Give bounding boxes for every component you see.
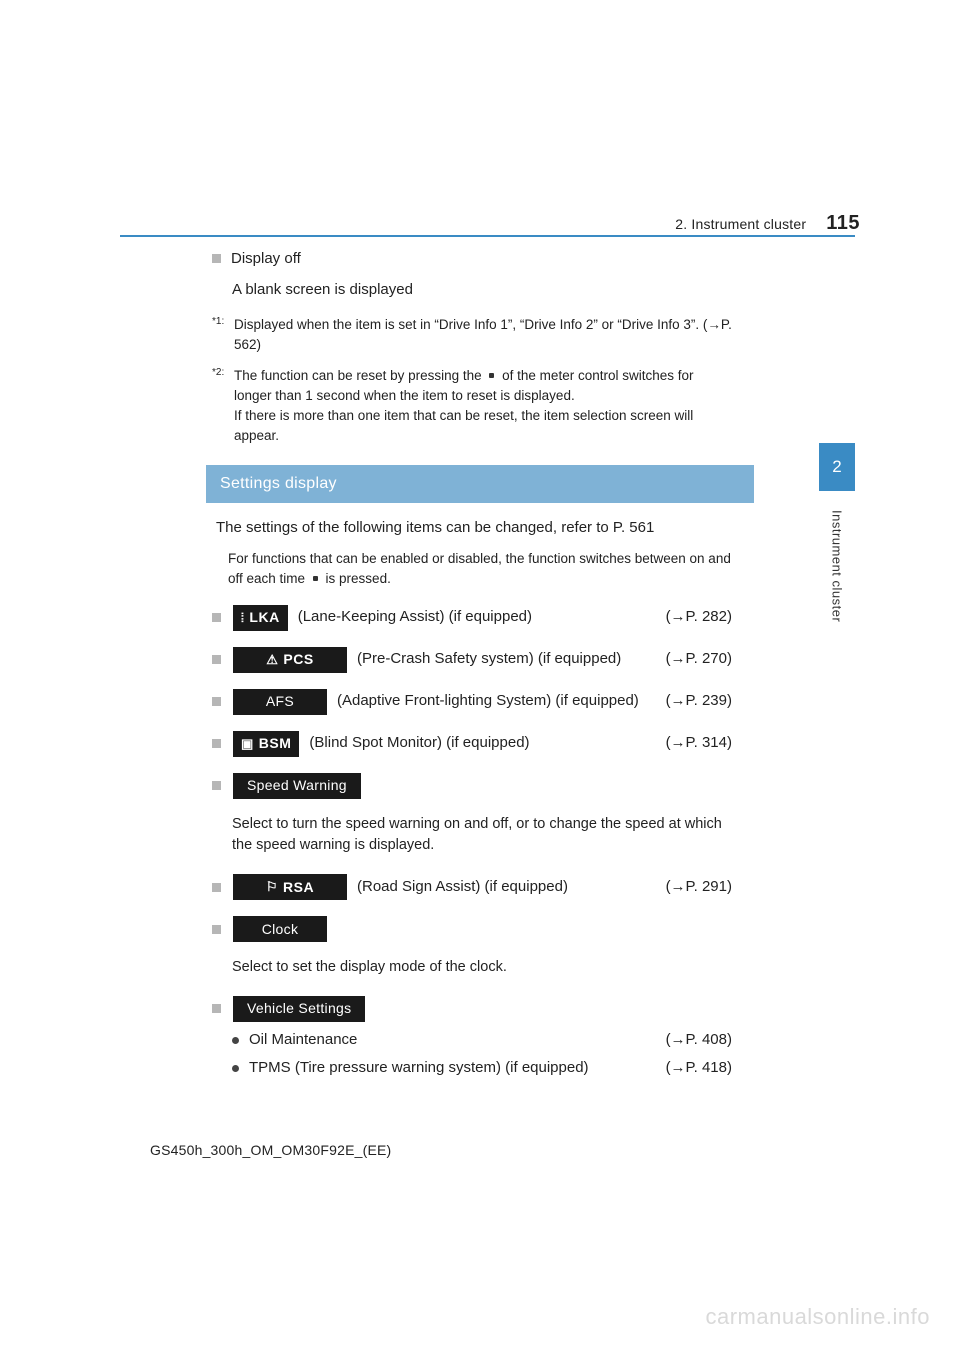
lka-label: (Lane-Keeping Assist) (if equipped) — [298, 606, 666, 629]
display-off-desc: A blank screen is displayed — [232, 279, 732, 302]
item-afs: AFS (Adaptive Front-lighting System) (if… — [212, 688, 732, 716]
chapter-number: 2 — [832, 457, 841, 477]
vehicle-settings-list: Oil Maintenance (→P. 408) TPMS (Tire pre… — [232, 1029, 732, 1080]
square-bullet-icon — [212, 883, 221, 892]
pcs-page: (→P. 270) — [666, 648, 732, 671]
item-pcs: ⚠PCS (Pre-Crash Safety system) (if equip… — [212, 646, 732, 674]
square-bullet-icon — [212, 697, 221, 706]
speed-warning-chip: Speed Warning — [233, 773, 361, 799]
afs-chip: AFS — [233, 689, 327, 715]
footer-code: GS450h_300h_OM_OM30F92E_(EE) — [150, 1142, 391, 1158]
speed-warning-desc: Select to turn the speed warning on and … — [232, 814, 732, 858]
bullet-dot-icon — [232, 1065, 239, 1072]
footnote-1: *1: Displayed when the item is set in “D… — [212, 315, 732, 356]
item-lka: ⦙LKA (Lane-Keeping Assist) (if equipped)… — [212, 604, 732, 632]
square-bullet-icon — [212, 781, 221, 790]
square-bullet-icon — [212, 655, 221, 664]
footnote-2-text: The function can be reset by pressing th… — [234, 366, 732, 447]
footnote-2-marker: *2: — [212, 365, 230, 380]
clock-desc: Select to set the display mode of the cl… — [232, 957, 732, 979]
bullet-dot-icon — [232, 1037, 239, 1044]
lka-chip-text: LKA — [249, 607, 279, 628]
vehicle-settings-chip: Vehicle Settings — [233, 996, 365, 1022]
item-vehicle-settings: Vehicle Settings — [212, 995, 732, 1023]
header-rule — [120, 235, 855, 237]
afs-page: (→P. 239) — [666, 690, 732, 713]
pcs-label: (Pre-Crash Safety system) (if equipped) — [357, 648, 666, 671]
bsm-label: (Blind Spot Monitor) (if equipped) — [309, 732, 665, 755]
square-bullet-icon — [212, 1004, 221, 1013]
chapter-label: Instrument cluster — [819, 510, 855, 650]
vset-tpms-page: (→P. 418) — [666, 1057, 732, 1080]
settings-subnote: For functions that can be enabled or dis… — [228, 549, 732, 590]
item-clock: Clock — [212, 915, 732, 943]
lane-icon: ⦙ — [241, 608, 244, 628]
page-number: 115 — [826, 212, 860, 235]
bsm-icon: ▣ — [241, 734, 254, 754]
page-header: 2. Instrument cluster 115 — [150, 212, 860, 235]
footnote-2: *2: The function can be reset by pressin… — [212, 366, 732, 447]
rsa-label: (Road Sign Assist) (if equipped) — [357, 876, 666, 899]
chapter-label-text: Instrument cluster — [830, 510, 845, 622]
collision-icon: ⚠ — [266, 650, 278, 670]
footnote-2c: If there is more than one item that can … — [234, 408, 693, 443]
rsa-page: (→P. 291) — [666, 876, 732, 899]
vset-oil-page: (→P. 408) — [666, 1029, 732, 1052]
section-label: 2. Instrument cluster — [675, 216, 806, 232]
chapter-tab: 2 — [819, 443, 855, 491]
afs-label: (Adaptive Front-lighting System) (if equ… — [337, 690, 666, 713]
bsm-page: (→P. 314) — [666, 732, 732, 755]
subnote-b: is pressed. — [322, 571, 391, 586]
rsa-chip: ⚐RSA — [233, 874, 347, 900]
footnote-2a: The function can be reset by pressing th… — [234, 368, 485, 383]
vset-row-oil: Oil Maintenance (→P. 408) — [232, 1029, 732, 1052]
footnote-1-marker: *1: — [212, 314, 230, 329]
vset-tpms-label: TPMS (Tire pressure warning system) (if … — [249, 1057, 666, 1080]
item-speed-warning: Speed Warning — [212, 772, 732, 800]
display-off-heading: Display off — [212, 248, 732, 271]
roadsign-icon: ⚐ — [266, 877, 278, 897]
square-bullet-icon — [212, 739, 221, 748]
square-bullet-icon — [212, 613, 221, 622]
bsm-chip-text: BSM — [259, 733, 292, 754]
item-bsm: ▣BSM (Blind Spot Monitor) (if equipped) … — [212, 730, 732, 758]
item-rsa: ⚐RSA (Road Sign Assist) (if equipped) (→… — [212, 873, 732, 901]
body-content: Display off A blank screen is displayed … — [212, 248, 732, 1086]
display-off-title: Display off — [231, 250, 301, 267]
pcs-chip-text: PCS — [283, 649, 313, 670]
vset-row-tpms: TPMS (Tire pressure warning system) (if … — [232, 1057, 732, 1080]
rsa-chip-text: RSA — [283, 877, 314, 898]
lka-chip: ⦙LKA — [233, 605, 288, 631]
watermark: carmanualsonline.info — [705, 1304, 930, 1330]
square-bullet-icon — [212, 254, 221, 263]
page: 2. Instrument cluster 115 Display off A … — [0, 0, 960, 1358]
bsm-chip: ▣BSM — [233, 731, 299, 757]
vset-oil-label: Oil Maintenance — [249, 1029, 666, 1052]
subnote-a: For functions that can be enabled or dis… — [228, 551, 731, 586]
press-dot-icon — [489, 373, 494, 378]
press-dot-icon — [313, 576, 318, 581]
settings-intro: The settings of the following items can … — [216, 517, 732, 540]
pcs-chip: ⚠PCS — [233, 647, 347, 673]
clock-chip: Clock — [233, 916, 327, 942]
lka-page: (→P. 282) — [666, 606, 732, 629]
settings-banner: Settings display — [206, 465, 754, 503]
square-bullet-icon — [212, 925, 221, 934]
footnote-1-text: Displayed when the item is set in “Drive… — [234, 315, 732, 356]
